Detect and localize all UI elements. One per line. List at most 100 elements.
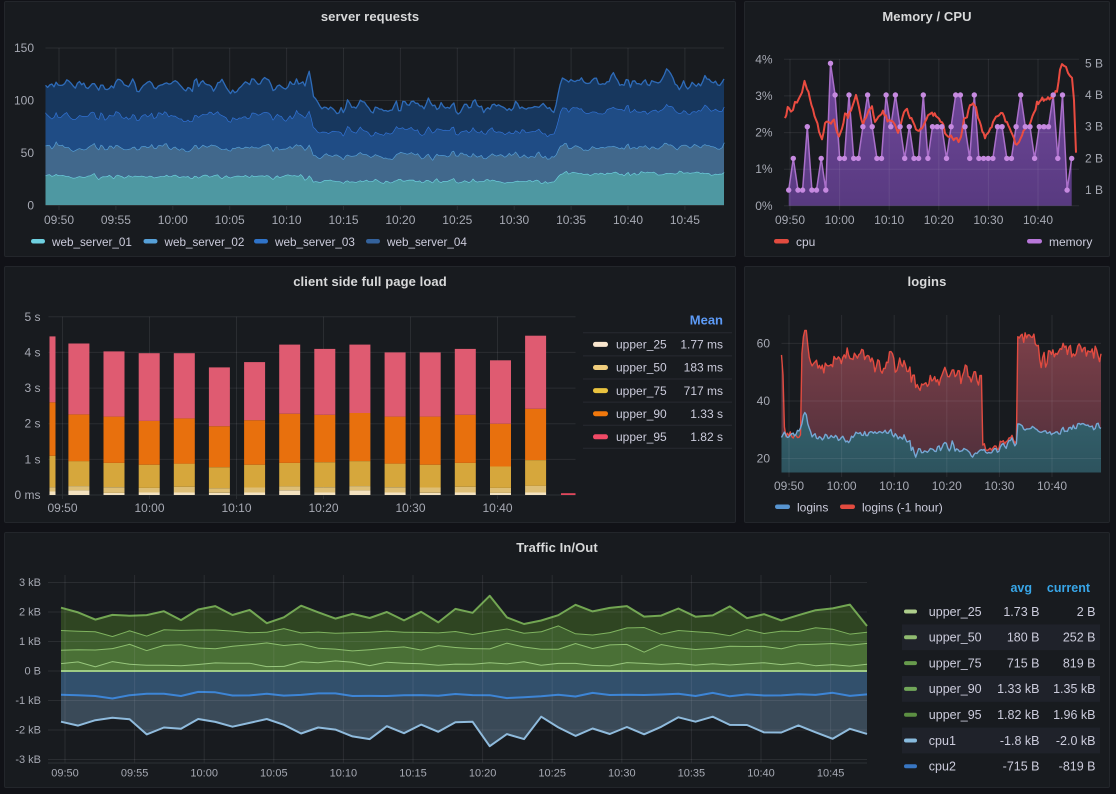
svg-text:cpu: cpu [796, 235, 815, 249]
svg-text:current: current [1047, 581, 1091, 595]
svg-text:10:20: 10:20 [385, 213, 415, 227]
svg-text:upper_90: upper_90 [929, 682, 982, 696]
svg-text:09:55: 09:55 [121, 768, 149, 780]
svg-text:10:20: 10:20 [932, 479, 962, 493]
svg-text:upper_90: upper_90 [616, 407, 667, 421]
svg-text:10:40: 10:40 [747, 768, 775, 780]
svg-text:0 ms: 0 ms [14, 488, 40, 502]
svg-text:cpu1: cpu1 [929, 734, 956, 748]
svg-text:717 ms: 717 ms [684, 384, 723, 398]
svg-text:2 B: 2 B [1085, 151, 1103, 165]
svg-text:10:30: 10:30 [608, 768, 636, 780]
svg-text:upper_25: upper_25 [616, 338, 667, 352]
svg-text:avg: avg [1010, 581, 1032, 595]
svg-text:10:10: 10:10 [879, 479, 909, 493]
svg-text:3 s: 3 s [24, 381, 40, 395]
svg-text:1.73 B: 1.73 B [1003, 605, 1039, 619]
svg-text:10:05: 10:05 [260, 768, 288, 780]
svg-text:3 kB: 3 kB [19, 577, 41, 589]
svg-text:09:50: 09:50 [51, 768, 79, 780]
svg-text:10:00: 10:00 [134, 501, 164, 515]
svg-text:09:50: 09:50 [44, 213, 74, 227]
svg-text:upper_95: upper_95 [929, 708, 982, 722]
svg-text:-715 B: -715 B [1003, 760, 1040, 774]
svg-text:logins (-1 hour): logins (-1 hour) [862, 501, 943, 515]
svg-text:09:50: 09:50 [774, 479, 804, 493]
svg-text:1.82 kB: 1.82 kB [997, 708, 1039, 722]
svg-text:10:40: 10:40 [1037, 479, 1067, 493]
svg-text:1.35 kB: 1.35 kB [1053, 682, 1095, 696]
svg-text:1.33 s: 1.33 s [690, 407, 723, 421]
svg-text:logins: logins [797, 501, 828, 515]
svg-text:819 B: 819 B [1063, 656, 1096, 670]
svg-text:10:00: 10:00 [825, 213, 855, 227]
svg-text:0%: 0% [755, 199, 773, 213]
svg-text:upper_75: upper_75 [616, 384, 667, 398]
svg-text:5 B: 5 B [1085, 56, 1103, 70]
svg-text:10:25: 10:25 [442, 213, 472, 227]
svg-text:0 B: 0 B [24, 666, 41, 678]
svg-text:10:30: 10:30 [973, 213, 1003, 227]
svg-text:1.33 kB: 1.33 kB [997, 682, 1039, 696]
svg-text:09:50: 09:50 [47, 501, 77, 515]
svg-text:1%: 1% [755, 162, 773, 176]
svg-text:10:00: 10:00 [158, 213, 188, 227]
svg-text:10:20: 10:20 [924, 213, 954, 227]
svg-text:09:50: 09:50 [775, 213, 805, 227]
svg-text:10:05: 10:05 [215, 213, 245, 227]
svg-text:10:00: 10:00 [827, 479, 857, 493]
svg-text:1.96 kB: 1.96 kB [1053, 708, 1095, 722]
svg-text:web_server_04: web_server_04 [386, 236, 467, 249]
svg-text:10:30: 10:30 [395, 501, 425, 515]
svg-text:2 s: 2 s [24, 417, 40, 431]
svg-text:2 B: 2 B [1077, 605, 1096, 619]
svg-text:1 s: 1 s [24, 452, 40, 466]
svg-text:20: 20 [757, 452, 771, 466]
svg-text:10:45: 10:45 [817, 768, 845, 780]
svg-text:10:10: 10:10 [221, 501, 251, 515]
svg-text:10:30: 10:30 [984, 479, 1014, 493]
svg-text:upper_75: upper_75 [929, 656, 982, 670]
svg-text:0: 0 [27, 199, 34, 213]
svg-text:upper_95: upper_95 [616, 430, 667, 444]
svg-text:10:10: 10:10 [272, 213, 302, 227]
svg-text:10:30: 10:30 [499, 213, 529, 227]
svg-text:4%: 4% [755, 52, 773, 66]
svg-text:4 B: 4 B [1085, 88, 1103, 102]
svg-text:1.77 ms: 1.77 ms [680, 338, 723, 352]
svg-text:252 B: 252 B [1063, 631, 1096, 645]
svg-text:upper_50: upper_50 [929, 631, 982, 645]
svg-text:upper_50: upper_50 [616, 361, 667, 375]
svg-text:09:55: 09:55 [101, 213, 131, 227]
svg-text:10:20: 10:20 [308, 501, 338, 515]
svg-text:40: 40 [757, 394, 771, 408]
svg-text:upper_25: upper_25 [929, 605, 982, 619]
svg-text:-2 kB: -2 kB [15, 725, 41, 737]
svg-text:10:15: 10:15 [399, 768, 427, 780]
svg-text:web_server_02: web_server_02 [164, 236, 245, 249]
svg-text:-1 kB: -1 kB [15, 695, 41, 707]
svg-text:web_server_01: web_server_01 [51, 236, 132, 249]
svg-text:10:40: 10:40 [482, 501, 512, 515]
svg-text:10:35: 10:35 [678, 768, 706, 780]
svg-text:10:40: 10:40 [613, 213, 643, 227]
svg-text:-1.8 kB: -1.8 kB [1000, 734, 1040, 748]
svg-text:183 ms: 183 ms [684, 361, 723, 375]
svg-text:cpu2: cpu2 [929, 760, 956, 774]
svg-text:715 B: 715 B [1007, 656, 1040, 670]
svg-text:10:40: 10:40 [1023, 213, 1053, 227]
svg-text:-3 kB: -3 kB [15, 754, 41, 766]
svg-text:3 B: 3 B [1085, 120, 1103, 134]
svg-text:2 kB: 2 kB [19, 607, 41, 619]
svg-text:10:45: 10:45 [670, 213, 700, 227]
svg-text:1.82 s: 1.82 s [690, 430, 723, 444]
svg-text:web_server_03: web_server_03 [274, 236, 355, 249]
svg-text:1 kB: 1 kB [19, 636, 41, 648]
svg-text:5 s: 5 s [24, 310, 40, 324]
svg-text:10:00: 10:00 [190, 768, 218, 780]
svg-text:10:15: 10:15 [328, 213, 358, 227]
svg-text:10:25: 10:25 [538, 768, 566, 780]
svg-text:1 B: 1 B [1085, 183, 1103, 197]
svg-text:10:10: 10:10 [874, 213, 904, 227]
svg-text:180 B: 180 B [1007, 631, 1040, 645]
